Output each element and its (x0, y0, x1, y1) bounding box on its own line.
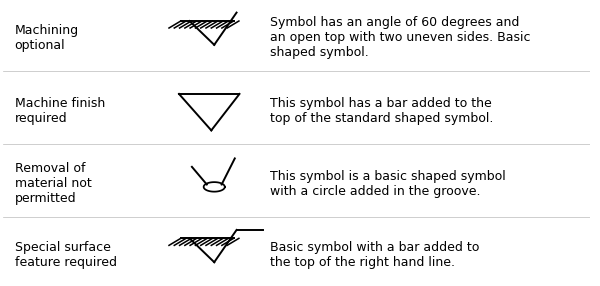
Text: Machining
optional: Machining optional (14, 24, 79, 52)
Text: This symbol has a bar added to the
top of the standard shaped symbol.: This symbol has a bar added to the top o… (270, 97, 493, 125)
Text: Machine finish
required: Machine finish required (14, 97, 105, 125)
Text: Basic symbol with a bar added to
the top of the right hand line.: Basic symbol with a bar added to the top… (270, 241, 479, 269)
Text: Special surface
feature required: Special surface feature required (14, 241, 116, 269)
Text: This symbol is a basic shaped symbol
with a circle added in the groove.: This symbol is a basic shaped symbol wit… (270, 170, 506, 198)
Text: Symbol has an angle of 60 degrees and
an open top with two uneven sides. Basic
s: Symbol has an angle of 60 degrees and an… (270, 16, 530, 59)
Text: Removal of
material not
permitted: Removal of material not permitted (14, 162, 91, 205)
